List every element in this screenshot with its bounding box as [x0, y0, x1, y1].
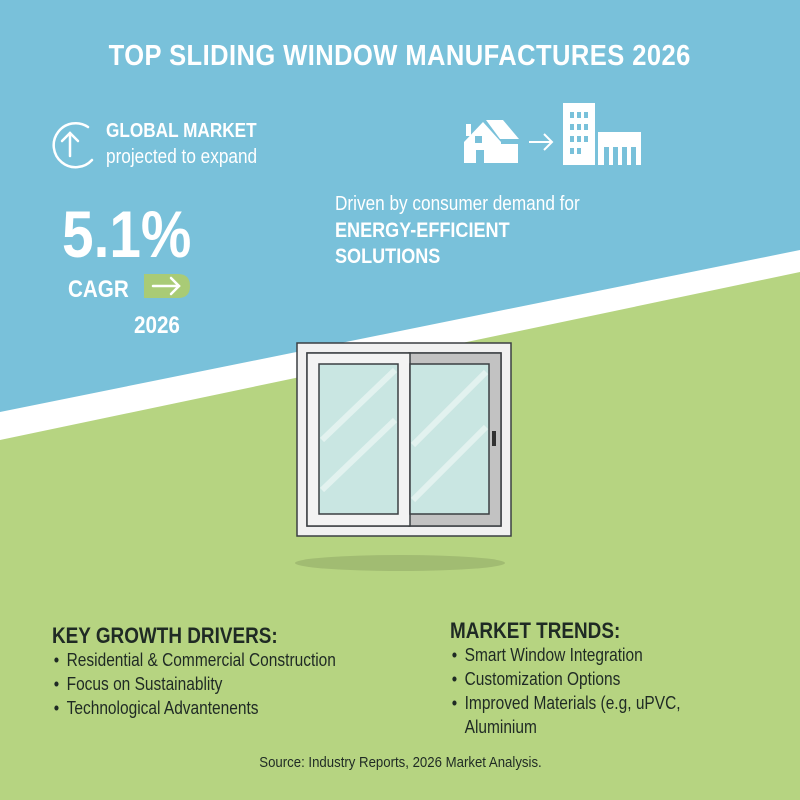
- arrow-up-circle-icon: [52, 122, 94, 169]
- driver-statement-line1: Driven by consumer demand for: [335, 193, 580, 215]
- list-item: • Improved Materials (e.g, uPVC,: [451, 693, 681, 713]
- market-trends-heading: MARKET TRENDS:: [450, 618, 621, 643]
- arrow-right-tag-icon: [144, 274, 190, 298]
- list-item-text: Aluminium: [464, 717, 537, 737]
- list-item: • Residential & Commercial Construction: [53, 650, 336, 670]
- global-market-subtitle: projected to expand: [106, 146, 258, 168]
- cagr-value: 5.1%: [62, 197, 192, 271]
- list-item-text: Technological Advantenents: [66, 698, 259, 718]
- list-item: • Focus on Sustainablity: [53, 674, 223, 694]
- driver-statement-line2: ENERGY-EFFICIENT: [335, 219, 510, 242]
- window-shadow: [295, 555, 505, 571]
- warehouse-icon: [598, 132, 641, 165]
- list-item: • Smart Window Integration: [451, 645, 643, 665]
- global-market-title: GLOBAL MARKET: [106, 120, 257, 142]
- market-trends-list: • Smart Window Integration • Customization…: [450, 643, 681, 739]
- cagr-year: 2026: [134, 312, 180, 339]
- house-icon: [464, 120, 519, 163]
- list-item-text: Residential & Commercial Construction: [66, 650, 336, 670]
- list-item: • Technological Advantenents: [53, 698, 259, 718]
- cagr-label: CAGR: [68, 276, 129, 303]
- list-item-continuation: Aluminium: [450, 715, 681, 739]
- driver-statement-line3: SOLUTIONS: [335, 245, 441, 268]
- list-item-text: Improved Materials (e.g, uPVC,: [464, 693, 681, 713]
- list-item-text: Customization Options: [464, 669, 621, 689]
- key-growth-drivers-heading: KEY GROWTH DRIVERS:: [52, 623, 278, 648]
- driver-statement-emphasis: ENERGY-EFFICIENT SOLUTIONS: [335, 218, 510, 270]
- sliding-window-icon: [296, 342, 512, 537]
- office-building-icon: [563, 103, 595, 165]
- list-item-text: Smart Window Integration: [464, 645, 643, 665]
- source-note: Source: Industry Reports, 2026 Market An…: [258, 754, 542, 771]
- list-item-text: Focus on Sustainablity: [66, 674, 223, 694]
- blue-area: [0, 0, 800, 412]
- key-growth-drivers-list: • Residential & Commercial Construction •…: [52, 648, 336, 720]
- arrow-right-icon: [529, 133, 554, 151]
- list-item: • Customization Options: [451, 669, 621, 689]
- glass-reflection: [319, 367, 489, 503]
- page-title: TOP SLIDING WINDOW MANUFACTURES 2026: [108, 40, 692, 72]
